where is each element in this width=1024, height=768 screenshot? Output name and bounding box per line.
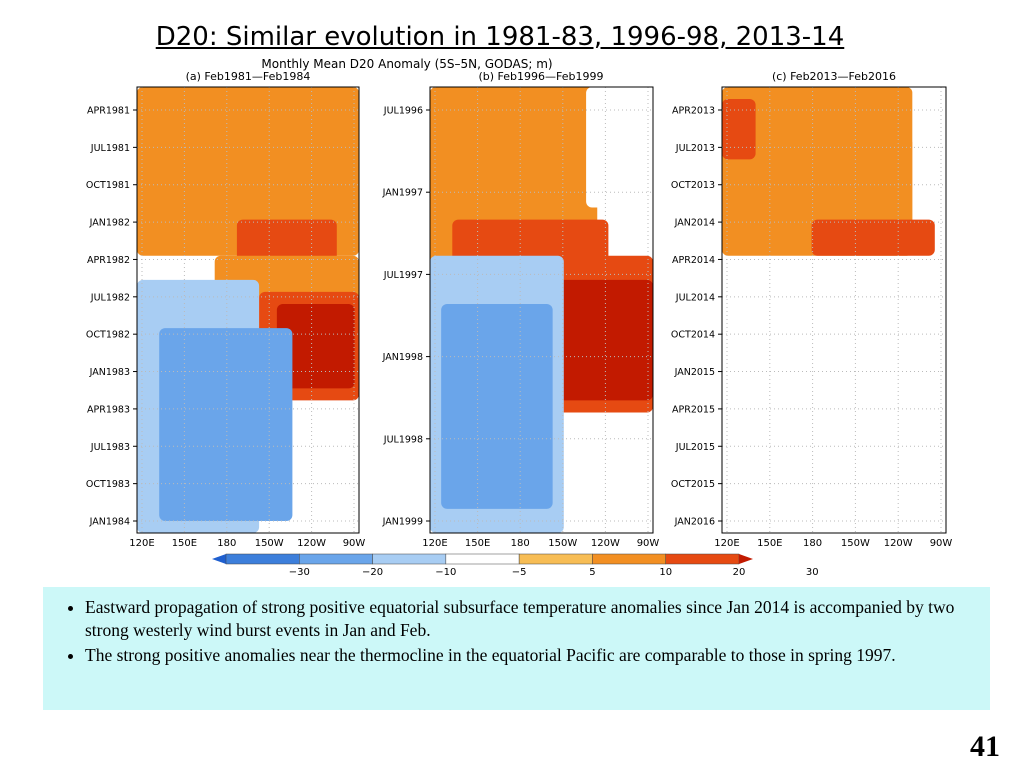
bullet-item: Eastward propagation of strong positive … — [85, 596, 978, 642]
x-tick-label: 150W — [841, 538, 870, 549]
y-tick-label: OCT1982 — [86, 330, 130, 341]
y-tick-label: JUL2013 — [675, 143, 715, 154]
y-tick-label: APR2015 — [672, 404, 715, 415]
panel-c: (c) Feb2013—Feb2016 120E 150E 180 150W 120W 90… — [671, 70, 953, 549]
x-tick-label: 180 — [803, 538, 822, 549]
x-tick-label: 150E — [172, 538, 197, 549]
anomaly-patch — [722, 87, 913, 256]
y-tick-label: OCT1983 — [86, 479, 130, 490]
colorbar-tick-label: −30 — [289, 567, 310, 578]
colorbar-tick-label: 20 — [733, 567, 746, 578]
y-tick-label: JAN2016 — [674, 517, 715, 528]
anomaly-patch — [159, 328, 293, 521]
x-tick-label: 120E — [129, 538, 154, 549]
page-number: 41 — [970, 730, 1000, 763]
panel-b: (b) Feb1996—Feb1999 120E 150E 180 150W 120W 90… — [382, 70, 660, 549]
y-tick-label: OCT1981 — [86, 180, 130, 191]
slide-title: D20: Similar evolution in 1981-83, 1996-… — [155, 22, 845, 52]
colorbar-tick-label: −10 — [435, 567, 456, 578]
colorbar-segment — [225, 553, 300, 565]
y-tick-label: JAN2014 — [674, 218, 715, 229]
anomaly-patch — [912, 87, 946, 148]
colorbar-segment — [665, 553, 740, 565]
anomaly-patch — [552, 279, 653, 401]
colorbar-tick-label: 30 — [806, 567, 819, 578]
panel-subtitle: (c) Feb2013—Feb2016 — [772, 70, 896, 83]
y-tick-label: JUL1983 — [90, 442, 130, 453]
y-tick-label: OCT2015 — [671, 479, 715, 490]
colorbar-segment — [445, 553, 520, 565]
anomaly-patch — [441, 303, 553, 509]
anomaly-patch — [811, 219, 935, 256]
panel-border — [721, 86, 947, 534]
figure-title: Monthly Mean D20 Anomaly (5S–5N, GODAS; … — [261, 57, 552, 71]
colorbar-tick-label: 5 — [589, 567, 595, 578]
colorbar-segment — [372, 553, 447, 565]
x-tick-label: 120E — [422, 538, 447, 549]
y-tick-label: JUL2015 — [675, 442, 715, 453]
y-tick-label: JAN2015 — [674, 367, 715, 378]
y-tick-label: JAN1982 — [89, 218, 130, 229]
x-tick-label: 180 — [511, 538, 530, 549]
colorbar-tick-label: 10 — [659, 567, 672, 578]
y-tick-label: APR1982 — [87, 255, 130, 266]
y-tick-label: APR2013 — [672, 106, 715, 117]
x-tick-label: 150W — [255, 538, 284, 549]
y-tick-label: JUL1996 — [383, 106, 423, 117]
colorbar: −30 −20 −10 −5 5 10 20 30 — [212, 553, 819, 578]
x-tick-label: 120W — [884, 538, 913, 549]
x-tick-label: 150E — [757, 538, 782, 549]
panel-border — [136, 86, 360, 534]
anomaly-patch — [722, 99, 756, 160]
y-tick-label: JUL1982 — [90, 292, 130, 303]
anomaly-patch — [586, 87, 653, 208]
y-tick-label: JAN1999 — [382, 517, 423, 528]
colorbar-segment — [518, 553, 593, 565]
panel-border — [429, 86, 654, 534]
colorbar-tick-label: −5 — [512, 567, 527, 578]
x-tick-label: 90W — [930, 538, 953, 549]
y-tick-label: JUL1981 — [90, 143, 130, 154]
bullet-item: The strong positive anomalies near the t… — [85, 644, 978, 667]
y-tick-label: JUL1997 — [383, 270, 423, 281]
x-tick-label: 90W — [637, 538, 660, 549]
panel-subtitle: (b) Feb1996—Feb1999 — [478, 70, 603, 83]
y-tick-label: JAN1984 — [89, 517, 130, 528]
colorbar-segment — [299, 553, 373, 565]
colorbar-segment — [592, 553, 666, 565]
x-tick-label: 180 — [217, 538, 236, 549]
x-tick-label: 150W — [548, 538, 577, 549]
y-tick-label: JUL1998 — [383, 434, 423, 445]
y-tick-label: OCT2014 — [671, 330, 715, 341]
y-tick-label: APR2014 — [672, 255, 715, 266]
x-tick-label: 90W — [343, 538, 366, 549]
d20-anomaly-figure: Monthly Mean D20 Anomaly (5S–5N, GODAS; … — [86, 57, 953, 578]
anomaly-patch — [137, 87, 359, 256]
x-tick-label: 120W — [591, 538, 620, 549]
y-tick-label: APR1983 — [87, 404, 130, 415]
colorbar-arrow-right — [739, 554, 753, 564]
x-tick-label: 150E — [465, 538, 490, 549]
colorbar-tick-label: −20 — [362, 567, 383, 578]
y-tick-label: JAN1997 — [382, 188, 423, 199]
y-tick-label: JAN1983 — [89, 367, 130, 378]
x-tick-label: 120E — [714, 538, 739, 549]
x-tick-label: 120W — [297, 538, 326, 549]
y-tick-label: JUL2014 — [675, 292, 715, 303]
panel-a: (a) Feb1981—Feb1984 120E 150E 180 150W 120W 90… — [86, 70, 366, 549]
y-tick-label: OCT2013 — [671, 180, 715, 191]
panel-subtitle: (a) Feb1981—Feb1984 — [186, 70, 311, 83]
anomaly-patch — [276, 303, 355, 389]
y-tick-label: JAN1998 — [382, 352, 423, 363]
y-tick-label: APR1981 — [87, 106, 130, 117]
colorbar-arrow-left — [212, 554, 226, 564]
bullet-box: Eastward propagation of strong positive … — [43, 587, 990, 710]
